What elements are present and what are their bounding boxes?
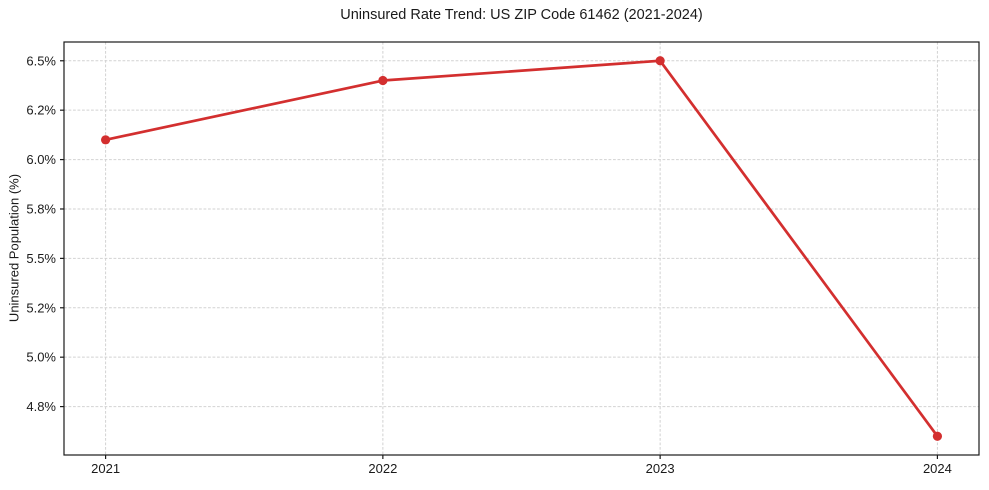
x-tick-label: 2022 <box>368 461 397 476</box>
y-tick-label: 6.0% <box>26 152 56 167</box>
y-tick-label: 6.2% <box>26 103 56 118</box>
y-tick-label: 4.8% <box>26 399 56 414</box>
y-tick-label: 5.8% <box>26 201 56 216</box>
x-tick-label: 2021 <box>91 461 120 476</box>
data-point-2024 <box>932 431 943 441</box>
y-tick-label: 5.0% <box>26 350 56 365</box>
y-tick-label: 5.2% <box>26 300 56 315</box>
data-point-2021 <box>100 135 111 145</box>
trend-line <box>104 59 939 438</box>
data-point-2023 <box>655 56 665 66</box>
x-tick-label: 2023 <box>646 461 675 476</box>
plot-border <box>63 41 980 456</box>
y-tick-label: 6.5% <box>26 53 56 68</box>
y-tick-label: 5.5% <box>26 251 56 266</box>
x-tick-label: 2024 <box>923 461 952 476</box>
data-point-2022 <box>378 75 388 86</box>
chart-title: Uninsured Rate Trend: US ZIP Code 61462 … <box>340 7 703 23</box>
